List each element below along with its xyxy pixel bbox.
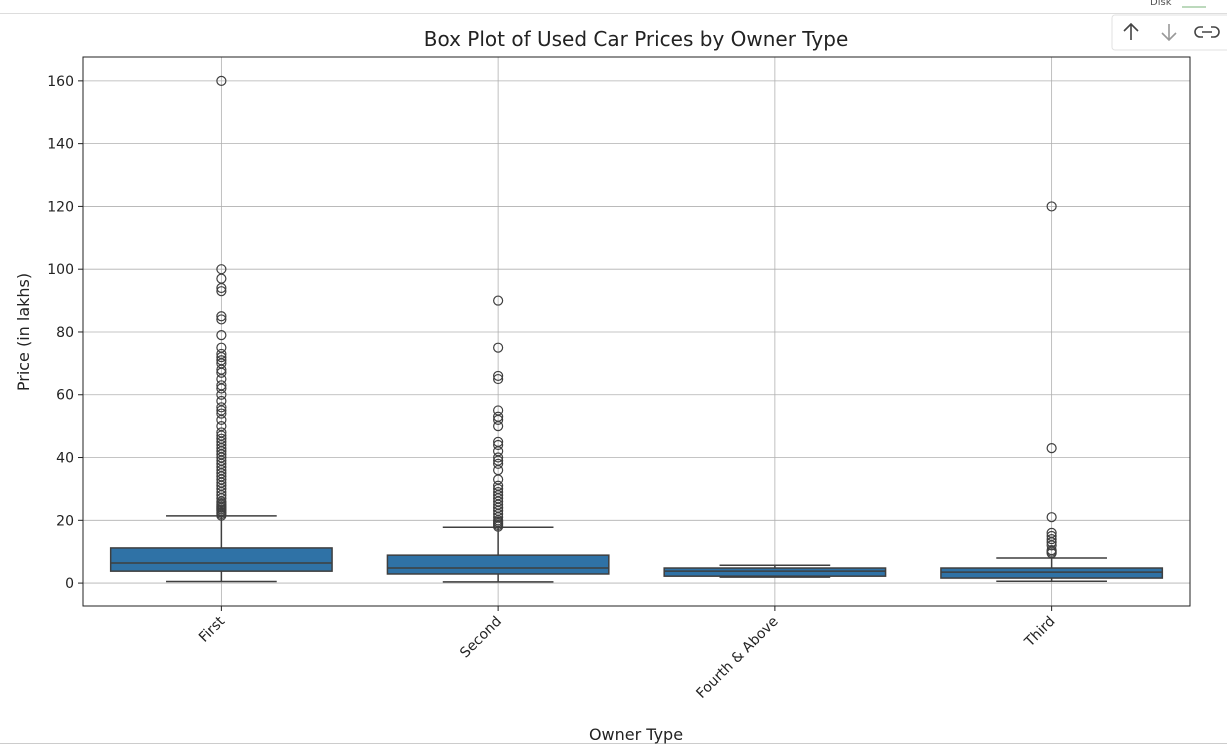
link-button[interactable] xyxy=(1194,26,1220,38)
outlier xyxy=(1046,512,1057,523)
y-tick-label: 160 xyxy=(47,74,74,90)
outlier xyxy=(493,295,504,306)
outlier xyxy=(216,314,227,325)
x-tick-label: Fourth & Above xyxy=(693,614,781,702)
y-tick-label: 20 xyxy=(56,513,74,529)
outlier xyxy=(493,342,504,353)
cell-toolbar xyxy=(1111,14,1227,51)
outlier xyxy=(493,436,504,447)
y-tick-label: 140 xyxy=(47,137,74,153)
x-axis-label: Owner Type xyxy=(589,725,683,744)
box xyxy=(940,567,1164,579)
move-up-button[interactable] xyxy=(1123,22,1139,40)
outlier xyxy=(216,427,227,438)
y-tick-label: 40 xyxy=(56,451,74,467)
outlier xyxy=(493,486,504,498)
x-tick-label: Second xyxy=(457,614,505,662)
box xyxy=(109,547,333,572)
outlier xyxy=(493,439,504,451)
outlier xyxy=(216,264,227,275)
disk-label: Disk xyxy=(1150,0,1172,8)
y-tick-label: 80 xyxy=(56,325,74,341)
outlier xyxy=(493,373,504,385)
outlier xyxy=(216,330,227,341)
outlier xyxy=(493,480,504,491)
outlier xyxy=(216,355,227,366)
outlier xyxy=(493,370,504,382)
box xyxy=(663,567,887,577)
y-tick-label: 60 xyxy=(56,388,74,404)
y-tick-label: 120 xyxy=(47,199,74,215)
outlier xyxy=(216,402,227,413)
outlier xyxy=(216,348,227,360)
outlier xyxy=(216,342,227,353)
outlier xyxy=(216,380,227,391)
outlier xyxy=(1046,534,1057,545)
outlier xyxy=(216,433,227,444)
outlier xyxy=(1046,545,1057,556)
outlier xyxy=(216,311,227,322)
y-tick-label: 100 xyxy=(47,262,74,278)
plot-frame xyxy=(82,56,1191,607)
chart-title: Box Plot of Used Car Prices by Owner Typ… xyxy=(424,27,849,51)
outlier xyxy=(216,75,227,86)
outlier xyxy=(216,395,227,407)
outlier xyxy=(493,452,504,463)
y-tick-label: 0 xyxy=(65,576,74,592)
outlier xyxy=(1046,201,1057,212)
box xyxy=(386,554,610,575)
x-tick-label: Third xyxy=(1021,614,1058,651)
move-down-button[interactable] xyxy=(1161,24,1177,42)
outlier xyxy=(216,286,227,297)
outlier xyxy=(1046,530,1057,542)
y-axis-label: Price (in lakhs) xyxy=(14,273,33,391)
outlier xyxy=(216,408,227,419)
outlier xyxy=(216,421,227,432)
outlier xyxy=(493,458,504,469)
outlier xyxy=(493,411,504,422)
x-tick-label: First xyxy=(196,613,229,646)
outlier xyxy=(1046,443,1057,454)
outlier xyxy=(493,405,504,416)
outlier xyxy=(1046,527,1057,538)
